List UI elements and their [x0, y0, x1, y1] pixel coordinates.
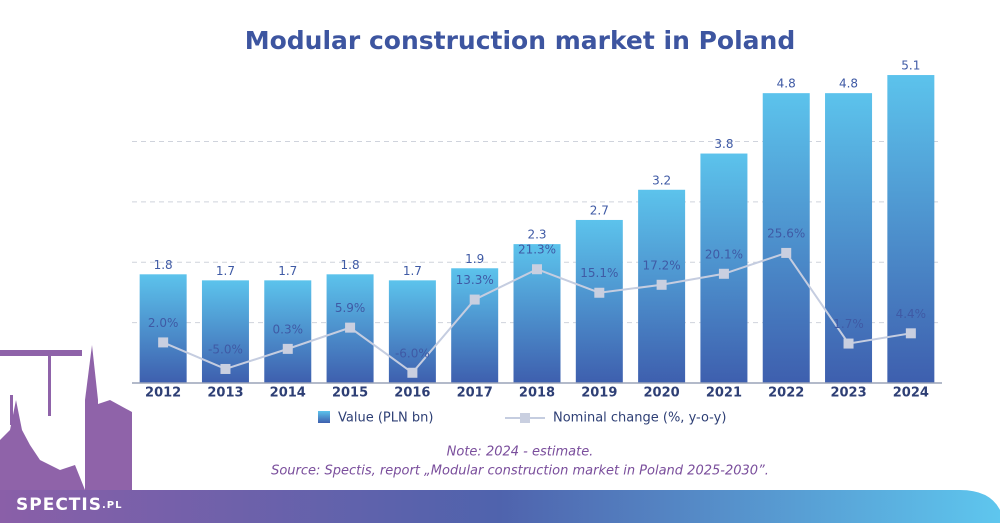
- change-marker: [345, 322, 356, 333]
- change-marker: [843, 338, 854, 349]
- change-marker: [905, 328, 916, 339]
- x-tick-label: 2021: [706, 386, 742, 401]
- x-tick-label: 2016: [394, 386, 430, 401]
- logo-suffix: .PL: [102, 500, 123, 511]
- x-tick-label: 2024: [893, 386, 929, 401]
- change-value-label: 15.1%: [580, 266, 618, 280]
- bar-value-label: 1.7: [403, 264, 422, 278]
- x-tick-label: 2015: [332, 386, 368, 401]
- change-value-label: 2.0%: [148, 316, 179, 330]
- change-value-label: 4.4%: [896, 307, 927, 321]
- change-marker: [469, 294, 480, 305]
- bar: [762, 93, 810, 384]
- legend-label: Value (PLN bn): [338, 411, 433, 426]
- x-tick-label: 2019: [581, 386, 617, 401]
- change-value-label: 0.3%: [273, 322, 304, 336]
- source: Source: Spectis, report „Modular constru…: [271, 464, 769, 479]
- legend-swatch: [318, 411, 330, 423]
- bar-value-label: 2.7: [590, 203, 609, 217]
- logo-text: SPECTIS: [16, 495, 102, 515]
- change-marker: [656, 279, 667, 290]
- bar-value-label: 2.3: [527, 228, 546, 242]
- legend-marker: [520, 413, 530, 423]
- x-tick-label: 2012: [145, 386, 181, 401]
- change-value-label: 17.2%: [643, 258, 681, 272]
- change-value-label: 1.7%: [833, 317, 864, 331]
- change-value-label: 5.9%: [335, 301, 366, 315]
- bar-value-label: 4.8: [839, 77, 858, 91]
- bar: [825, 93, 873, 384]
- bar: [451, 268, 499, 383]
- x-tick-label: 2022: [768, 386, 804, 401]
- x-tick-label: 2023: [830, 386, 866, 401]
- bar: [139, 274, 187, 383]
- x-tick-label: 2014: [270, 386, 306, 401]
- bar: [264, 280, 312, 383]
- change-marker: [407, 367, 418, 378]
- bar-value-label: 1.7: [278, 264, 297, 278]
- bar-value-label: 4.8: [777, 77, 796, 91]
- change-value-label: -6.0%: [395, 346, 430, 360]
- bar-value-label: 3.2: [652, 173, 671, 187]
- x-tick-label: 2018: [519, 386, 555, 401]
- change-value-label: -5.0%: [208, 342, 243, 356]
- change-value-label: 25.6%: [767, 226, 805, 240]
- bar-value-label: 1.7: [216, 264, 235, 278]
- change-value-label: 20.1%: [705, 247, 743, 261]
- change-marker: [282, 343, 293, 354]
- bar-value-label: 5.1: [901, 59, 920, 73]
- note: Note: 2024 - estimate.: [447, 445, 594, 460]
- change-marker: [781, 247, 792, 258]
- change-marker: [158, 337, 169, 348]
- change-marker: [220, 363, 231, 374]
- change-marker: [532, 264, 542, 275]
- change-value-label: 13.3%: [456, 273, 494, 287]
- x-tick-label: 2020: [644, 386, 680, 401]
- change-marker: [718, 268, 729, 279]
- bar-value-label: 1.9: [465, 252, 484, 266]
- bar-value-label: 1.8: [341, 258, 360, 272]
- footer-band: [0, 490, 1000, 523]
- x-tick-label: 2013: [207, 386, 243, 401]
- chart-title: Modular construction market in Poland: [245, 26, 796, 55]
- change-marker: [594, 287, 605, 298]
- logo: SPECTIS.PL: [16, 495, 122, 515]
- bar-value-label: 1.8: [154, 258, 173, 272]
- bar: [388, 280, 436, 383]
- city-silhouette: [0, 345, 132, 490]
- legend-label: Nominal change (%, y-o-y): [553, 411, 726, 426]
- bar-value-label: 3.8: [714, 137, 733, 151]
- bar: [575, 219, 623, 383]
- change-value-label: 21.3%: [518, 243, 556, 257]
- x-tick-label: 2017: [457, 386, 493, 401]
